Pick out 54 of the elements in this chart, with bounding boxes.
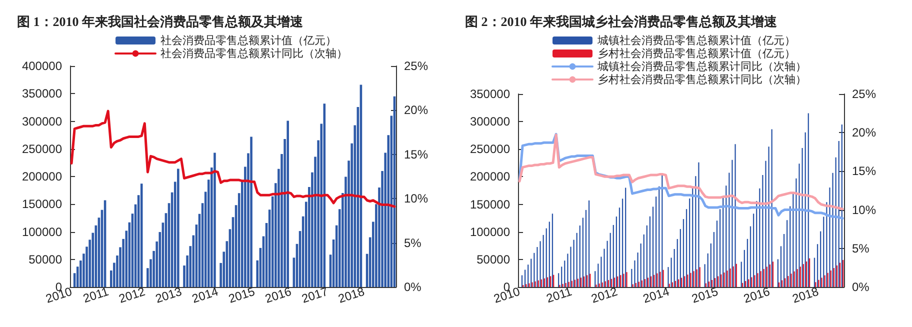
x-tick-label: 2016 xyxy=(742,284,772,306)
legend-label: 城镇社会消费品零售总额累计同比（次轴） xyxy=(596,60,806,73)
y2-tick-label: 0% xyxy=(852,280,870,294)
y2-tick-label: 5% xyxy=(852,241,870,256)
x-tick-label: 2014 xyxy=(641,284,672,306)
chart-title: 图 2：2010 年来我国城乡社会消费品零售总额及其增速 xyxy=(465,14,778,29)
line-series xyxy=(70,110,396,208)
y2-tick-label: 0% xyxy=(404,280,422,294)
x-tick-label: 2018 xyxy=(790,284,821,306)
bar xyxy=(214,152,216,287)
bar xyxy=(286,120,289,287)
y2-tick-label: 20% xyxy=(852,126,876,140)
y-tick-label: 350000 xyxy=(22,86,62,101)
x-tick-label: 2011 xyxy=(544,284,574,306)
y-tick-label: 150000 xyxy=(470,197,510,212)
x-tick-label: 2017 xyxy=(300,284,330,306)
y-tick-label: 200000 xyxy=(22,170,62,184)
y2-tick-label: 10% xyxy=(852,202,876,217)
y-tick-label: 400000 xyxy=(22,59,62,73)
legend-label: 乡村社会消费品零售总额累计同比（次轴） xyxy=(598,73,806,86)
y-tick-label: 300000 xyxy=(22,114,62,128)
y-tick-label: 350000 xyxy=(470,87,510,101)
bar xyxy=(250,136,252,287)
y-tick-label: 200000 xyxy=(470,170,510,184)
x-tick-label: 2015 xyxy=(690,284,720,306)
y-tick-label: 50000 xyxy=(476,252,510,266)
y-tick-label: 250000 xyxy=(470,142,510,156)
legend-label: 乡村社会消费品零售总额累计值（亿元） xyxy=(598,47,796,60)
y-tick-label: 300000 xyxy=(470,114,510,129)
y2-tick-label: 20% xyxy=(404,103,428,118)
y2-tick-label: 25% xyxy=(852,87,876,101)
y-tick-label: 50000 xyxy=(28,252,62,266)
y-tick-label: 250000 xyxy=(22,142,62,156)
chart-title: 图 1：2010 年来我国社会消费品零售总额及其增速 xyxy=(17,14,304,29)
y-tick-label: 100000 xyxy=(470,224,510,239)
bar xyxy=(177,168,180,287)
y2-tick-label: 15% xyxy=(852,164,876,178)
legend-label: 城镇社会消费品零售总额累计值（亿元） xyxy=(596,34,796,47)
x-tick-label: 2014 xyxy=(190,284,220,306)
x-tick-label: 2015 xyxy=(226,284,257,306)
y2-tick-label: 15% xyxy=(404,147,428,162)
x-tick-label: 2012 xyxy=(589,284,620,306)
x-tick-label: 2016 xyxy=(263,284,294,306)
x-tick-label: 2011 xyxy=(81,284,111,306)
x-tick-label: 2012 xyxy=(117,284,148,306)
legend-label: 社会消费品零售总额累计值（亿元） xyxy=(160,34,336,47)
y-tick-label: 150000 xyxy=(22,197,62,212)
x-tick-label: 2013 xyxy=(154,284,184,306)
x-tick-label: 2018 xyxy=(336,284,366,306)
y2-tick-label: 25% xyxy=(404,59,428,73)
y2-tick-label: 5% xyxy=(404,236,422,250)
y2-tick-label: 10% xyxy=(404,192,428,206)
legend-label: 社会消费品零售总额累计同比（次轴） xyxy=(160,47,348,60)
y-tick-label: 100000 xyxy=(22,224,62,239)
